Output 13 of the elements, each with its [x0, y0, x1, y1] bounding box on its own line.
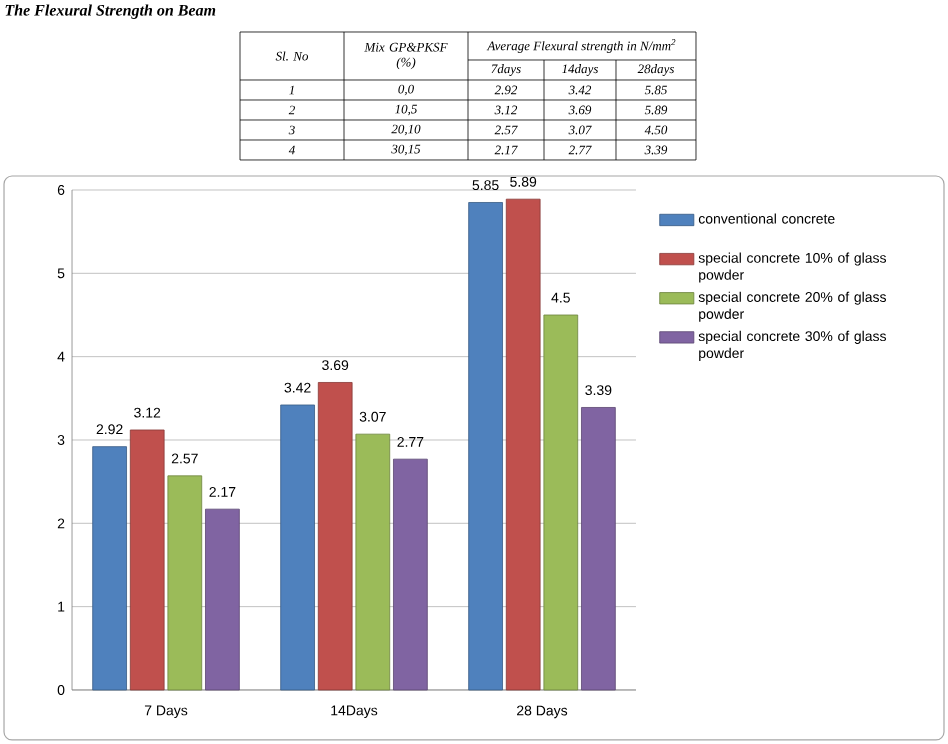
- bar: [581, 407, 616, 691]
- chart-title: The Flexural Strength on Beam: [5, 4, 216, 19]
- bar: [468, 202, 503, 691]
- bar: [167, 475, 203, 691]
- bar: [355, 433, 391, 691]
- bar: [317, 382, 353, 691]
- bar: [129, 429, 165, 691]
- bar: [393, 458, 428, 691]
- bar: [543, 314, 579, 691]
- bar: [92, 446, 127, 691]
- bar: [505, 198, 541, 691]
- bar: [205, 508, 240, 691]
- bar: [280, 404, 315, 691]
